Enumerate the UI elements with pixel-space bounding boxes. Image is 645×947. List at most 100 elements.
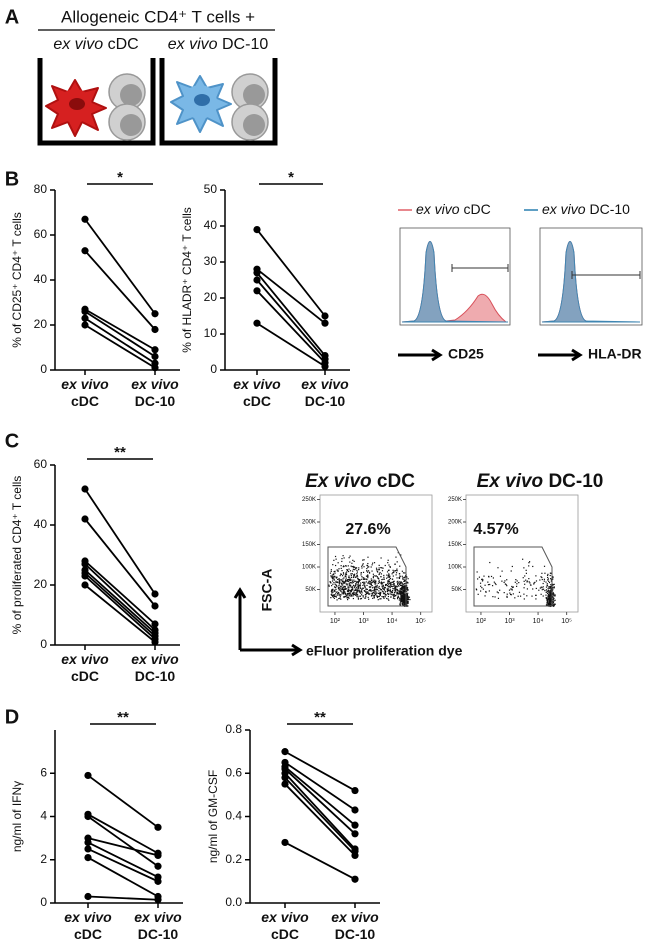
y-tick-label: 150K bbox=[302, 542, 316, 548]
event-dot bbox=[394, 585, 396, 587]
event-dot bbox=[378, 564, 380, 566]
event-dot bbox=[352, 593, 354, 595]
event-dot bbox=[366, 570, 368, 572]
event-dot bbox=[547, 587, 549, 590]
event-dot bbox=[340, 590, 342, 593]
event-dot bbox=[514, 597, 516, 599]
event-dot bbox=[331, 585, 333, 587]
event-dot bbox=[388, 569, 390, 571]
event-dot bbox=[406, 576, 408, 578]
event-dot bbox=[403, 604, 405, 606]
histogram-x-label: HLA-DR bbox=[588, 346, 642, 362]
event-dot bbox=[395, 572, 398, 574]
pair-line bbox=[87, 895, 159, 901]
y-tick-label: 0 bbox=[40, 362, 47, 376]
event-dot bbox=[501, 570, 503, 572]
event-dot bbox=[381, 586, 383, 588]
event-dot bbox=[494, 596, 496, 598]
event-dot bbox=[514, 581, 516, 583]
event-dot bbox=[478, 576, 481, 578]
event-dot bbox=[340, 573, 343, 575]
event-dot bbox=[541, 587, 543, 589]
event-dot bbox=[378, 595, 381, 597]
event-dot bbox=[379, 593, 381, 595]
event-dot bbox=[550, 593, 552, 595]
event-dot bbox=[367, 574, 369, 576]
event-dot bbox=[345, 596, 347, 598]
event-dot bbox=[350, 589, 353, 591]
event-dot bbox=[550, 600, 552, 602]
event-dot bbox=[548, 602, 550, 604]
x-tick-label: 10³ bbox=[504, 618, 515, 625]
event-dot bbox=[371, 592, 373, 595]
event-dot bbox=[371, 587, 374, 589]
event-dot bbox=[511, 565, 513, 568]
event-dot bbox=[375, 569, 378, 571]
significance: ** bbox=[114, 444, 126, 461]
event-dot bbox=[342, 584, 344, 586]
event-dot bbox=[330, 575, 332, 577]
event-dot bbox=[387, 598, 389, 600]
event-dot bbox=[370, 586, 372, 588]
event-dot bbox=[388, 576, 391, 578]
event-dot bbox=[362, 587, 364, 589]
event-dot bbox=[375, 587, 377, 589]
point bbox=[281, 748, 289, 756]
event-dot bbox=[361, 592, 363, 594]
event-dot bbox=[387, 589, 390, 592]
event-dot bbox=[350, 582, 352, 584]
event-dot bbox=[331, 577, 333, 579]
event-dot bbox=[523, 567, 525, 569]
event-dot bbox=[397, 583, 399, 585]
event-dot bbox=[402, 602, 404, 604]
event-dot bbox=[354, 585, 357, 587]
event-dot bbox=[344, 587, 347, 589]
event-dot bbox=[401, 600, 403, 602]
event-dot bbox=[368, 583, 371, 585]
event-dot bbox=[553, 593, 555, 595]
event-dot bbox=[546, 600, 548, 602]
event-dot bbox=[389, 582, 391, 584]
event-dot bbox=[388, 586, 390, 588]
event-dot bbox=[541, 576, 543, 579]
event-dot bbox=[355, 575, 358, 577]
point bbox=[321, 362, 329, 370]
event-dot bbox=[333, 581, 335, 584]
event-dot bbox=[336, 599, 338, 601]
event-dot bbox=[344, 595, 346, 598]
event-dot bbox=[334, 586, 337, 589]
event-dot bbox=[344, 588, 347, 590]
significance: ** bbox=[314, 709, 326, 726]
event-dot bbox=[345, 594, 347, 596]
event-dot bbox=[351, 582, 353, 584]
event-dot bbox=[365, 595, 367, 598]
event-dot bbox=[332, 578, 334, 580]
event-dot bbox=[365, 593, 367, 595]
event-dot bbox=[364, 584, 366, 586]
event-dot bbox=[390, 585, 392, 588]
event-dot bbox=[335, 596, 337, 598]
event-dot bbox=[406, 582, 408, 584]
event-dot bbox=[343, 588, 345, 591]
event-dot bbox=[370, 566, 372, 568]
event-dot bbox=[510, 570, 512, 572]
event-dot bbox=[348, 589, 350, 592]
y-axis-label: ng/ml of GM-CSF bbox=[206, 770, 220, 863]
event-dot bbox=[389, 589, 391, 591]
event-dot bbox=[332, 596, 334, 598]
event-dot bbox=[378, 573, 380, 576]
event-dot bbox=[331, 592, 333, 594]
event-dot bbox=[372, 590, 374, 592]
event-dot bbox=[402, 576, 404, 579]
event-dot bbox=[519, 595, 522, 597]
event-dot bbox=[358, 584, 360, 587]
x-tick-label: ex vivo DC-10 bbox=[131, 651, 179, 684]
event-dot bbox=[549, 597, 551, 599]
event-dot bbox=[402, 578, 404, 580]
event-dot bbox=[522, 558, 524, 560]
event-dot bbox=[381, 583, 383, 585]
event-dot bbox=[399, 603, 401, 605]
event-dot bbox=[356, 596, 358, 598]
event-dot bbox=[401, 570, 403, 572]
event-dot bbox=[371, 593, 373, 595]
